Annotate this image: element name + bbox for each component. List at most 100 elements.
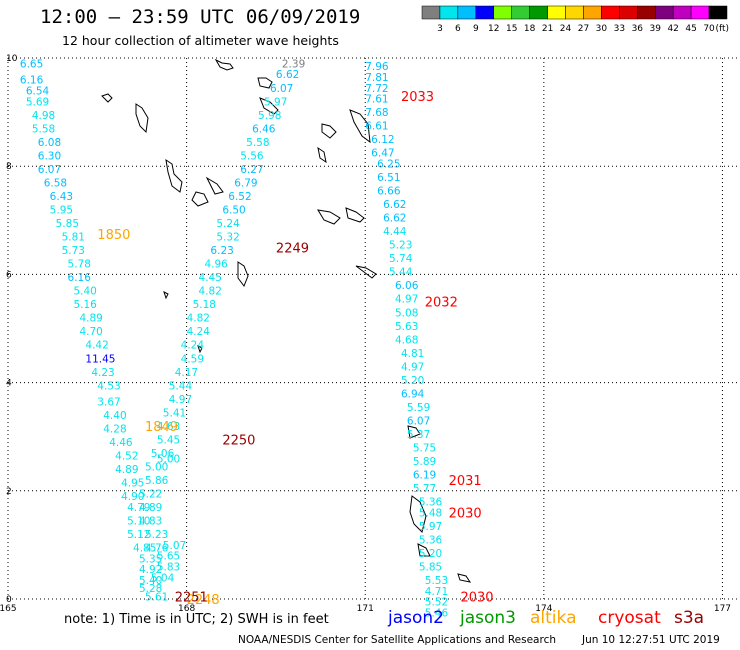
swh-reading-cryosat: 5.85 bbox=[419, 562, 442, 574]
island-outline bbox=[135, 103, 149, 134]
color-legend-bar: 3 6 9 12 15 18 21 24 27 30 33 36 39 42 45 70 (ft) bbox=[421, 5, 729, 34]
x-tick-label: 171 bbox=[357, 604, 374, 614]
pass-time-cryosat: 2033 bbox=[401, 90, 434, 105]
swh-reading-s3a: 5.41 bbox=[163, 407, 186, 419]
swh-reading-cryosat: 4.71 bbox=[425, 586, 448, 598]
swh-reading-cryosat: 4.81 bbox=[401, 348, 424, 360]
swh-reading-altika: 4.89 bbox=[115, 464, 138, 476]
colorbar-swatch bbox=[493, 5, 512, 20]
swh-reading-jason2: 5.00 bbox=[157, 453, 180, 465]
x-tick-label: 168 bbox=[178, 604, 195, 614]
swh-reading-altika: 5.78 bbox=[68, 259, 91, 271]
x-tick-label: 174 bbox=[535, 604, 552, 614]
y-tick-label: 2 bbox=[6, 487, 12, 497]
swh-reading-s3a: 5.58 bbox=[246, 137, 269, 149]
colorbar-swatch bbox=[529, 5, 548, 20]
swh-reading-cryosat: 6.51 bbox=[377, 172, 400, 184]
swh-reading-cryosat: 4.97 bbox=[401, 361, 424, 373]
colorbar-label: 15 bbox=[506, 24, 517, 34]
colorbar-swatch bbox=[457, 5, 477, 20]
swh-reading-altika: 5.81 bbox=[62, 232, 85, 244]
island-outline bbox=[321, 123, 337, 139]
swh-reading-cryosat: 5.74 bbox=[389, 253, 413, 265]
colorbar-label: 33 bbox=[614, 24, 625, 34]
swh-reading-cryosat: 7.81 bbox=[365, 72, 388, 84]
colorbar-swatch bbox=[565, 5, 584, 20]
swh-reading-altika: 6.16 bbox=[68, 272, 92, 284]
y-tick-label: 0 bbox=[6, 595, 12, 605]
swh-reading-cryosat: 6.47 bbox=[371, 148, 394, 160]
swh-reading-s3a: 6.52 bbox=[228, 191, 251, 203]
swh-reading-altika: 5.35 bbox=[139, 553, 162, 565]
swh-reading-s3a: 5.24 bbox=[216, 218, 240, 230]
swh-reading-s3a: 4.83 bbox=[139, 516, 162, 528]
colorbar-label: 6 bbox=[455, 24, 461, 34]
y-tick-label: 4 bbox=[6, 379, 12, 389]
island-outline bbox=[349, 109, 371, 144]
swh-reading-s3a: 6.07 bbox=[270, 83, 293, 95]
swh-reading-cryosat: 6.61 bbox=[365, 121, 388, 133]
island-outline bbox=[417, 543, 431, 557]
swh-reading-altika: 4.89 bbox=[79, 313, 102, 325]
swh-reading-altika: 6.07 bbox=[38, 164, 61, 176]
swh-reading-s3a: 5.97 bbox=[264, 96, 287, 108]
swh-reading-s3a: 5.45 bbox=[157, 434, 180, 446]
swh-reading-altika: 5.83 bbox=[157, 562, 180, 574]
swh-reading-altika: 5.95 bbox=[50, 204, 73, 216]
island-outline bbox=[259, 97, 279, 115]
footer-note: note: 1) Time is in UTC; 2) SWH is in fe… bbox=[64, 612, 329, 627]
swh-reading-s3a: 5.23 bbox=[145, 529, 168, 541]
colorbar-swatch bbox=[439, 5, 459, 20]
colorbar-label: 70 bbox=[703, 24, 715, 34]
island-outline bbox=[165, 158, 183, 193]
swh-reading-s3a: 2.39 bbox=[282, 58, 305, 70]
swh-reading-altika: 4.95 bbox=[121, 478, 144, 490]
colorbar-label: 3 bbox=[437, 24, 443, 34]
swh-reading-altika: 5.07 bbox=[163, 540, 186, 552]
swh-reading-altika: 6.30 bbox=[38, 150, 61, 162]
swh-reading-cryosat: 6.62 bbox=[383, 199, 406, 211]
swh-reading-altika: 5.85 bbox=[56, 218, 79, 230]
swh-reading-altika: 4.46 bbox=[109, 437, 133, 449]
swh-reading-s3a: 4.24 bbox=[187, 326, 211, 338]
island-outline bbox=[101, 93, 113, 103]
swh-reading-cryosat: 4.44 bbox=[383, 226, 407, 238]
swh-reading-altika: 5.40 bbox=[73, 286, 96, 298]
swh-reading-altika: 4.98 bbox=[32, 110, 55, 122]
colorbar-unit: (ft) bbox=[715, 24, 729, 34]
swh-reading-cryosat: 5.97 bbox=[419, 521, 442, 533]
y-tick-label: 8 bbox=[6, 162, 12, 172]
swh-reading-cryosat: 5.46 bbox=[425, 608, 449, 620]
pass-time-labels: 1850 1849 2248 2249 2250 2251 2033 2032 2031 2030… bbox=[97, 90, 493, 608]
swh-reading-s3a: 4.59 bbox=[181, 353, 204, 365]
swh-reading-cryosat: 5.89 bbox=[413, 456, 436, 468]
legend-jason2: jason2 bbox=[388, 608, 444, 628]
island-outline bbox=[214, 58, 234, 71]
colorbar-swatch bbox=[637, 5, 656, 20]
island-outline bbox=[257, 77, 273, 89]
colorbar-label: 24 bbox=[560, 24, 572, 34]
colorbar-label: 45 bbox=[685, 24, 696, 34]
island-outline bbox=[409, 495, 427, 533]
swh-reading-cryosat: 6.19 bbox=[413, 470, 436, 482]
swh-reading-altika: 4.42 bbox=[85, 340, 108, 352]
pass-time-s3a: 2251 bbox=[175, 590, 208, 605]
pass-time-cryosat: 2032 bbox=[425, 295, 458, 310]
swh-reading-cryosat: 7.68 bbox=[365, 107, 388, 119]
swh-reading-altika: 6.58 bbox=[44, 177, 67, 189]
swh-reading-s3a: 4.76 bbox=[145, 543, 169, 555]
colorbar-swatch bbox=[601, 5, 620, 20]
swh-reading-altika: 5.10 bbox=[127, 516, 150, 528]
swh-reading-cryosat: 6.94 bbox=[401, 388, 425, 400]
wave-height-readings: 6.656.166.545.694.985.586.086.306.076.58… bbox=[20, 58, 449, 619]
colorbar-label: 30 bbox=[596, 24, 608, 34]
swh-reading-altika: 4.28 bbox=[103, 424, 126, 436]
swh-reading-altika: 5.58 bbox=[32, 123, 55, 135]
pass-time-cryosat: 2031 bbox=[449, 474, 482, 489]
swh-reading-altika: 4.79 bbox=[127, 502, 150, 514]
swh-reading-s3a: 5.22 bbox=[139, 489, 162, 501]
colorbar-label: 9 bbox=[473, 24, 479, 34]
island-outline bbox=[345, 207, 365, 223]
colorbar-label: 21 bbox=[542, 24, 553, 34]
